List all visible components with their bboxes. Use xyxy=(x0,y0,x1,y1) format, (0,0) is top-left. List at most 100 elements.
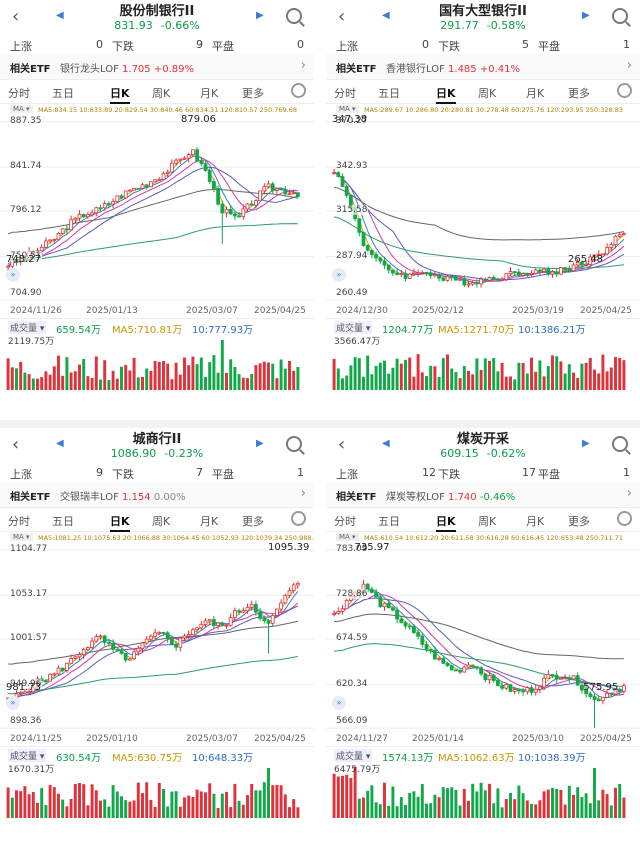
volume-bar xyxy=(622,797,626,818)
volume-svg xyxy=(332,354,626,390)
related-etf-row[interactable]: 相关ETF 银行龙头LOF 1.705 +0.89% › xyxy=(0,54,314,80)
ma-button[interactable]: MA ▾ xyxy=(336,105,359,113)
tab-4[interactable]: 月K xyxy=(526,515,545,528)
back-button[interactable]: ‹ xyxy=(12,434,20,455)
ma-button[interactable]: MA ▾ xyxy=(336,533,359,541)
tab-3[interactable]: 周K xyxy=(152,515,171,528)
expand-icon[interactable]: » xyxy=(332,696,346,710)
gear-icon[interactable] xyxy=(617,83,632,98)
ma-line xyxy=(8,602,299,699)
etf-price: 1.705 xyxy=(122,64,151,75)
prev-sector-button[interactable]: ◀ xyxy=(56,10,64,21)
expand-icon[interactable]: » xyxy=(332,268,346,282)
candle-body xyxy=(433,650,437,660)
candlestick-chart[interactable]: 1104.77 1053.17 1001.57 949.96 898.36 1095.39… xyxy=(0,542,314,734)
volume-button[interactable]: 成交量 ▾ xyxy=(334,749,373,762)
tab-3[interactable]: 周K xyxy=(478,515,497,528)
tab-4[interactable]: 月K xyxy=(200,515,219,528)
tab-0[interactable]: 分时 xyxy=(8,515,30,528)
candle-body xyxy=(224,624,229,627)
volume-ma5: MA5:630.75万 xyxy=(112,753,183,764)
expand-icon[interactable]: » xyxy=(6,268,20,282)
candle-body xyxy=(441,658,446,664)
candlestick-chart[interactable]: 887.35 841.74 796.12 750.51 704.90 879.06 748.… xyxy=(0,114,314,306)
tab-1[interactable]: 五日 xyxy=(378,515,400,528)
back-button[interactable]: ‹ xyxy=(338,434,346,455)
search-icon[interactable] xyxy=(612,8,628,24)
prev-sector-button[interactable]: ◀ xyxy=(56,438,64,449)
volume-bar xyxy=(395,358,399,390)
tab-2[interactable]: 日K xyxy=(436,85,456,104)
tab-1[interactable]: 五日 xyxy=(52,515,74,528)
tab-5[interactable]: 更多 xyxy=(568,87,590,100)
volume-bar xyxy=(567,364,571,390)
volume-bar xyxy=(157,782,161,818)
candle-body xyxy=(153,632,157,637)
next-sector-button[interactable]: ▶ xyxy=(256,10,264,21)
tab-2[interactable]: 日K xyxy=(110,513,130,532)
search-icon[interactable] xyxy=(286,436,302,452)
tab-4[interactable]: 月K xyxy=(526,87,545,100)
tab-1[interactable]: 五日 xyxy=(378,87,400,100)
volume-bar xyxy=(576,377,580,390)
candle-body xyxy=(178,158,183,161)
tab-0[interactable]: 分时 xyxy=(334,87,356,100)
tab-5[interactable]: 更多 xyxy=(568,515,590,528)
candle-body xyxy=(144,184,149,188)
tab-3[interactable]: 周K xyxy=(478,87,497,100)
candle-body xyxy=(613,689,618,695)
gear-icon[interactable] xyxy=(291,83,306,98)
volume-button[interactable]: 成交量 ▾ xyxy=(8,321,47,334)
volume-button[interactable]: 成交量 ▾ xyxy=(8,749,47,762)
gear-icon[interactable] xyxy=(291,511,306,526)
candle-body xyxy=(157,631,162,634)
tab-4[interactable]: 月K xyxy=(200,87,219,100)
gear-icon[interactable] xyxy=(617,511,632,526)
tab-0[interactable]: 分时 xyxy=(8,87,30,100)
volume-max-label: 6475.79万 xyxy=(334,765,381,775)
volume-bar xyxy=(437,797,441,818)
tab-5[interactable]: 更多 xyxy=(242,515,264,528)
candle-body xyxy=(132,651,136,660)
tab-2[interactable]: 日K xyxy=(436,513,456,532)
candle-body xyxy=(77,213,82,219)
volume-bar xyxy=(258,363,262,390)
volume-bar xyxy=(40,377,44,390)
next-sector-button[interactable]: ▶ xyxy=(582,438,590,449)
tab-1[interactable]: 五日 xyxy=(52,87,74,100)
search-icon[interactable] xyxy=(286,8,302,24)
price-change: -0.23% xyxy=(164,447,204,460)
ma-button[interactable]: MA ▾ xyxy=(10,105,33,113)
volume-bar xyxy=(483,790,487,818)
volume-bar xyxy=(19,361,23,390)
related-etf-row[interactable]: 相关ETF 煤炭等权LOF 1.740 -0.46% › xyxy=(326,482,640,508)
expand-icon[interactable]: » xyxy=(6,696,20,710)
tab-3[interactable]: 周K xyxy=(152,87,171,100)
related-etf-row[interactable]: 相关ETF 香港银行LOF 1.485 +0.41% › xyxy=(326,54,640,80)
candlestick-chart[interactable]: 370.27 342.93 315.58 287.94 260.49 347.38 265.… xyxy=(326,114,640,306)
candle-body xyxy=(580,262,584,266)
tab-0[interactable]: 分时 xyxy=(334,515,356,528)
volume-button[interactable]: 成交量 ▾ xyxy=(334,321,373,334)
volume-bar xyxy=(580,363,584,390)
volume-bar xyxy=(504,799,508,818)
volume-bar xyxy=(412,791,416,818)
volume-bar xyxy=(441,358,445,390)
candlestick-chart[interactable]: 783.09 728.86 674.59 620.34 566.09 735.97 575.… xyxy=(326,542,640,734)
next-sector-button[interactable]: ▶ xyxy=(582,10,590,21)
next-sector-button[interactable]: ▶ xyxy=(256,438,264,449)
volume-bar xyxy=(212,355,216,390)
back-button[interactable]: ‹ xyxy=(12,6,20,27)
back-button[interactable]: ‹ xyxy=(338,6,346,27)
related-etf-row[interactable]: 相关ETF 交银瑞丰LOF 1.154 0.00% › xyxy=(0,482,314,508)
prev-sector-button[interactable]: ◀ xyxy=(382,438,390,449)
volume-bar xyxy=(296,807,300,818)
candle-body xyxy=(550,674,555,676)
ma-button[interactable]: MA ▾ xyxy=(10,533,33,541)
candle-body xyxy=(546,268,551,275)
tab-2[interactable]: 日K xyxy=(110,85,130,104)
tab-5[interactable]: 更多 xyxy=(242,87,264,100)
candle-body xyxy=(571,264,576,272)
prev-sector-button[interactable]: ◀ xyxy=(382,10,390,21)
search-icon[interactable] xyxy=(612,436,628,452)
